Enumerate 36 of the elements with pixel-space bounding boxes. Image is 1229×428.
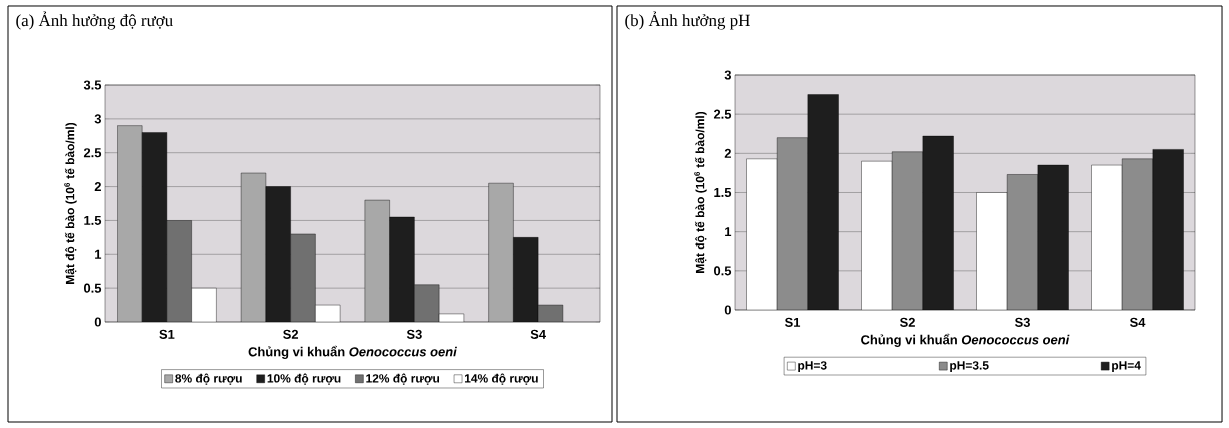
- x-tick-label: S1: [159, 329, 175, 339]
- x-tick-label: S3: [406, 329, 422, 339]
- chart-title: (b) Ảnh hưởng pH: [625, 11, 750, 30]
- y-tick-label: 1.5: [84, 215, 102, 225]
- y-tick-label: 1: [725, 227, 732, 237]
- y-tick-label: 2.5: [713, 109, 732, 119]
- x-tick-label: S4: [1129, 317, 1146, 327]
- y-tick-label: 1.5: [714, 187, 732, 198]
- x-tick-label: S2: [899, 317, 915, 327]
- legend-label: 10% độ rượu: [267, 373, 341, 385]
- y-tick-label: 2: [724, 148, 731, 158]
- x-axis-title: Chủng vi khuẩn Oenococcus oeni: [861, 333, 1070, 347]
- chart-title: (a) Ảnh hưởng độ rượu: [16, 11, 173, 30]
- y-tick-label: 0.5: [83, 283, 102, 293]
- legend-label: pH=4: [1112, 361, 1141, 372]
- legend-label: pH=3: [798, 361, 827, 373]
- legend-label: 14% độ rượu: [464, 373, 538, 385]
- y-tick-label: 2.5: [83, 148, 102, 158]
- x-tick-label: S3: [1014, 317, 1030, 327]
- y-tick-label: 0.5: [714, 266, 732, 276]
- y-tick-label: 0: [94, 317, 101, 327]
- legend-label: 8% độ rượu: [175, 373, 242, 385]
- x-tick-label: S1: [784, 317, 801, 327]
- y-axis-title: Mật độ tế bào (10$^{6}$ tế bào/ml): [64, 122, 77, 284]
- y-tick-label: 2: [94, 182, 101, 192]
- legend-label: pH=3.5: [950, 361, 989, 373]
- x-tick-label: S4: [530, 329, 546, 339]
- y-tick-label: 3.5: [83, 80, 102, 90]
- y-tick-label: 1: [95, 249, 102, 259]
- x-tick-label: S2: [283, 329, 299, 339]
- legend-label: 12% độ rượu: [366, 373, 440, 385]
- x-axis-title: Chủng vi khuẩn Oenococcus oeni: [248, 345, 457, 359]
- y-tick-label: 3: [724, 70, 732, 80]
- y-tick-label: 3: [94, 114, 102, 124]
- y-axis-title: Mật độ tế bào (10$^{6}$ tế bào/ml): [694, 111, 707, 273]
- y-tick-label: 0: [724, 305, 731, 315]
